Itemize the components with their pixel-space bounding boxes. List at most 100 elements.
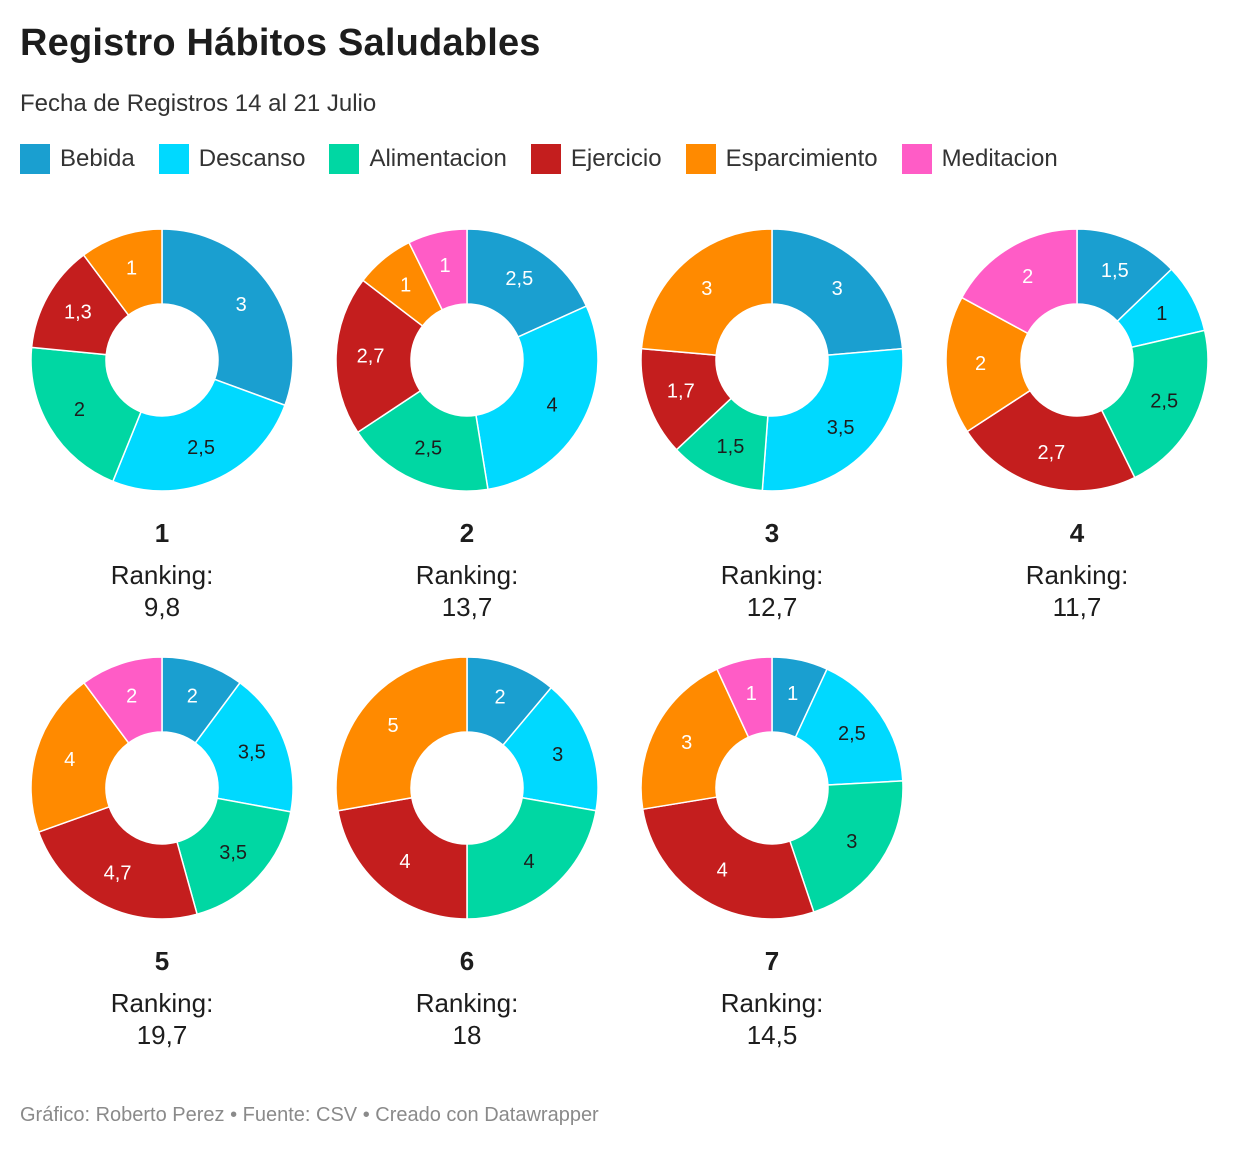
donut-chart: 3 3,5 1,5 1,7 3 [640, 228, 904, 492]
chart-subtitle: Fecha de Registros 14 al 21 Julio [20, 90, 377, 117]
slice-alimentacion [1100, 329, 1209, 479]
slice-label-bebida: 3 [236, 294, 247, 316]
slice-ejercicio [335, 279, 424, 434]
legend-item-descanso: Descanso [158, 144, 306, 174]
slice-label-ejercicio: 4 [399, 851, 410, 873]
slice-label-ejercicio: 2,7 [357, 346, 385, 368]
donut-chart: 1,5 1 2,5 2,7 2 2 [945, 228, 1209, 492]
legend-item-ejercicio: Ejercicio [530, 144, 662, 174]
slice-label-descanso: 4 [546, 395, 557, 417]
slice-meditacion [960, 228, 1078, 335]
slice-label-ejercicio: 4 [717, 860, 728, 882]
slice-bebida [466, 228, 588, 338]
donut-chart-panel: 2,5 4 2,5 2,7 1 1 2 Ranking: 13,7 [322, 222, 612, 622]
slice-label-ejercicio: 2,7 [1037, 442, 1065, 464]
slice-esparcimiento [640, 668, 750, 811]
slice-label-esparcimiento: 3 [701, 278, 712, 300]
legend-swatch-descanso [158, 144, 189, 174]
donut-chart: 2,5 4 2,5 2,7 1 1 [335, 228, 599, 492]
slice-label-bebida: 3 [832, 278, 843, 300]
slice-label-bebida: 1 [787, 683, 798, 705]
legend-swatch-meditacion [901, 144, 932, 174]
slice-label-alimentacion: 3 [846, 831, 857, 853]
chart-number: 1 [154, 518, 170, 548]
slice-alimentacion [30, 346, 142, 483]
slice-label-descanso: 2,5 [838, 723, 866, 745]
chart-number: 4 [1069, 518, 1085, 548]
donut-chart-panel: 2 3 4 4 5 6 Ranking: 18 [322, 650, 612, 1050]
legend-swatch-alimentacion [329, 144, 360, 174]
slice-descanso [794, 668, 904, 786]
slice-esparcimiento [30, 681, 130, 833]
donut-chart-panel: 3 3,5 1,5 1,7 3 3 Ranking: 12,7 [627, 222, 917, 622]
slice-label-ejercicio: 1,3 [64, 302, 92, 324]
slice-label-meditacion: 1 [440, 255, 451, 277]
slice-label-meditacion: 1 [746, 683, 757, 705]
slice-alimentacion [788, 780, 904, 914]
slice-meditacion [407, 228, 468, 311]
chart-number: 2 [459, 518, 475, 548]
ranking-value: 13,7 [441, 592, 493, 622]
slice-label-esparcimiento: 1 [400, 274, 411, 296]
ranking-label: Ranking: [720, 988, 824, 1018]
slice-alimentacion [356, 389, 489, 492]
slice-label-descanso: 3,5 [827, 417, 855, 439]
chart-title: Registro Hábitos Saludables [20, 22, 541, 64]
slice-bebida [161, 228, 294, 407]
slice-esparcimiento [640, 228, 773, 356]
legend-label-alimentacion: Alimentacion [369, 145, 507, 172]
slice-label-descanso: 2,5 [187, 437, 215, 459]
slice-label-alimentacion: 2,5 [414, 437, 442, 459]
slice-alimentacion [466, 796, 597, 920]
slice-meditacion [82, 656, 163, 745]
donut-chart-panel: 3 2,5 2 1,3 1 1 Ranking: 9,8 [17, 222, 307, 622]
legend: Bebida Descanso Alimentacion Ejercicio E… [20, 144, 1082, 174]
slice-label-esparcimiento: 3 [681, 732, 692, 754]
slice-label-ejercicio: 4,7 [104, 863, 132, 885]
donut-chart-panel: 1 2,5 3 4 3 1 7 Ranking: 14,5 [627, 650, 917, 1050]
slice-label-alimentacion: 2 [74, 399, 85, 421]
chart-footer: Gráfico: Roberto Perez • Fuente: CSV • C… [20, 1104, 599, 1126]
slice-label-bebida: 2 [187, 685, 198, 707]
slice-esparcimiento [82, 228, 163, 317]
slice-label-esparcimiento: 5 [388, 715, 399, 737]
ranking-label: Ranking: [110, 988, 214, 1018]
ranking-value: 19,7 [136, 1020, 188, 1050]
slice-descanso [761, 347, 904, 492]
donut-chart-panel: 1,5 1 2,5 2,7 2 2 4 Ranking: 11,7 [932, 222, 1222, 622]
legend-label-descanso: Descanso [198, 145, 306, 172]
legend-item-alimentacion: Alimentacion [329, 144, 507, 174]
slice-ejercicio [641, 796, 815, 920]
donut-chart: 1 2,5 3 4 3 1 [640, 656, 904, 920]
legend-item-meditacion: Meditacion [901, 144, 1058, 174]
chart-number: 3 [764, 518, 780, 548]
donut-chart: 3 2,5 2 1,3 1 [30, 228, 294, 492]
slice-alimentacion [176, 797, 292, 916]
slice-label-ejercicio: 1,7 [667, 381, 695, 403]
legend-label-bebida: Bebida [60, 145, 135, 172]
slice-ejercicio [337, 796, 468, 920]
slice-label-meditacion: 2 [126, 685, 137, 707]
donut-chart: 2 3 4 4 5 [335, 656, 599, 920]
slice-descanso [501, 686, 599, 812]
slice-descanso [111, 378, 286, 492]
ranking-label: Ranking: [720, 560, 824, 590]
slice-label-descanso: 3,5 [238, 742, 266, 764]
slice-descanso [194, 681, 294, 813]
donut-chart-panel: 2 3,5 3,5 4,7 4 2 5 Ranking: 19,7 [17, 650, 307, 1050]
ranking-value: 14,5 [746, 1020, 798, 1050]
legend-label-esparcimiento: Esparcimiento [725, 145, 878, 172]
slice-label-descanso: 1 [1156, 303, 1167, 325]
slice-label-bebida: 1,5 [1101, 260, 1129, 282]
slice-label-bebida: 2,5 [505, 268, 533, 290]
slice-label-descanso: 3 [552, 744, 563, 766]
ranking-label: Ranking: [415, 988, 519, 1018]
chart-number: 7 [764, 946, 780, 976]
slice-label-meditacion: 2 [1022, 266, 1033, 288]
slice-label-bebida: 2 [494, 686, 505, 708]
slice-label-alimentacion: 4 [523, 851, 534, 873]
legend-swatch-ejercicio [530, 144, 561, 174]
legend-swatch-esparcimiento [685, 144, 716, 174]
donut-chart: 2 3,5 3,5 4,7 4 2 [30, 656, 294, 920]
ranking-value: 12,7 [746, 592, 798, 622]
